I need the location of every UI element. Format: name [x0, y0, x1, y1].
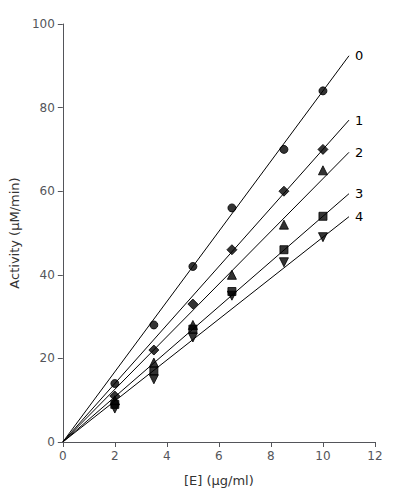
svg-text:2: 2: [111, 449, 119, 463]
svg-text:8: 8: [267, 449, 275, 463]
svg-text:3: 3: [355, 186, 363, 201]
svg-text:Activity (μM/min): Activity (μM/min): [7, 177, 22, 288]
svg-text:20: 20: [40, 351, 55, 365]
svg-text:100: 100: [32, 17, 55, 31]
svg-text:0: 0: [355, 48, 363, 63]
svg-text:80: 80: [40, 101, 55, 115]
svg-text:6: 6: [215, 449, 223, 463]
svg-text:2: 2: [355, 145, 363, 160]
svg-text:40: 40: [40, 268, 55, 282]
svg-text:12: 12: [367, 449, 382, 463]
svg-text:[E] (μg/ml): [E] (μg/ml): [184, 473, 254, 488]
svg-text:4: 4: [163, 449, 171, 463]
svg-text:0: 0: [59, 449, 67, 463]
svg-text:60: 60: [40, 184, 55, 198]
svg-text:4: 4: [355, 209, 363, 224]
svg-text:0: 0: [47, 435, 55, 449]
svg-text:1: 1: [355, 113, 363, 128]
svg-text:10: 10: [315, 449, 330, 463]
